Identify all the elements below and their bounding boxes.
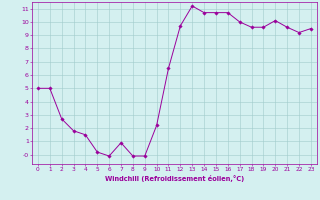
X-axis label: Windchill (Refroidissement éolien,°C): Windchill (Refroidissement éolien,°C): [105, 175, 244, 182]
